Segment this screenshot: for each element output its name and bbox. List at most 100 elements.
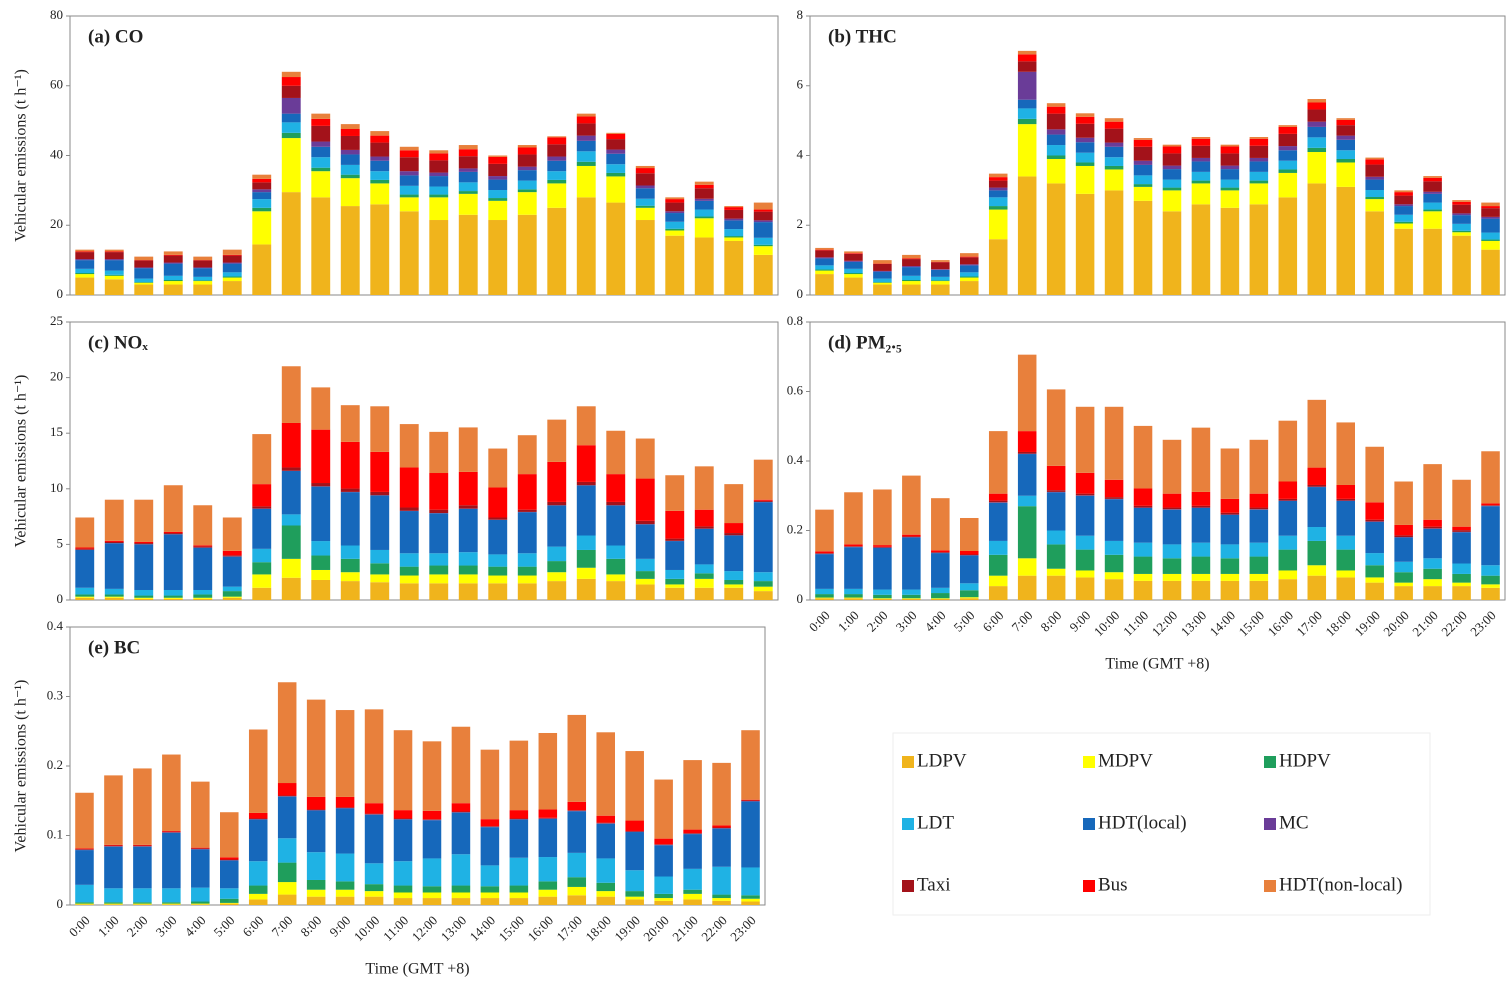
bar-segment xyxy=(694,216,714,219)
bar-segment xyxy=(1046,492,1066,531)
bar-segment xyxy=(1307,467,1327,485)
bar-segment xyxy=(844,273,863,275)
bar-segment xyxy=(1307,484,1327,487)
bar-segment xyxy=(193,280,213,282)
bar-segment xyxy=(741,867,760,896)
bar-segment xyxy=(399,553,419,567)
bar-segment xyxy=(815,553,834,554)
bar-segment xyxy=(665,510,685,539)
x-tick-label: 10:00 xyxy=(351,913,383,945)
bar-segment xyxy=(1481,218,1500,233)
bar-segment xyxy=(844,594,863,598)
bar-segment xyxy=(694,181,714,185)
bar-segment xyxy=(1249,180,1269,184)
bar-segment xyxy=(370,160,390,172)
panel-title: (c) NOₓ xyxy=(88,332,148,353)
bar-segment xyxy=(335,896,355,905)
bar-segment xyxy=(399,146,419,151)
bar-segment xyxy=(873,270,892,272)
bar-segment xyxy=(873,282,892,285)
y-tick-label: 0.8 xyxy=(787,313,803,328)
bar-segment xyxy=(75,904,94,905)
bar-segment xyxy=(220,859,239,861)
bar-segment xyxy=(1452,563,1471,574)
x-tick-label: 5:00 xyxy=(211,913,238,940)
bar-segment xyxy=(694,209,714,217)
bar-segment xyxy=(815,598,834,600)
bar-segment xyxy=(596,822,615,824)
bar-segment xyxy=(1075,549,1095,571)
bar-segment xyxy=(134,595,154,598)
y-tick-label: 20 xyxy=(50,369,63,384)
bar-segment xyxy=(1278,125,1298,127)
x-tick-label: 20:00 xyxy=(1380,608,1412,640)
bar-segment xyxy=(1046,129,1066,135)
bar-segment xyxy=(370,582,390,600)
bar-segment xyxy=(654,898,673,901)
bar-segment xyxy=(712,898,731,901)
bar-segment xyxy=(458,193,478,215)
bar-segment xyxy=(75,597,95,600)
bar-segment xyxy=(873,546,892,548)
bar-segment xyxy=(1481,216,1500,219)
bar-segment xyxy=(191,903,210,905)
bar-segment xyxy=(547,505,567,547)
bar-segment xyxy=(988,180,1008,188)
bar-segment xyxy=(1365,176,1384,180)
bar-segment xyxy=(458,156,478,169)
bar-segment xyxy=(576,485,596,536)
bar-segment xyxy=(596,896,615,905)
bar-segment xyxy=(370,131,390,136)
bar-segment xyxy=(480,865,500,887)
bar-segment xyxy=(222,281,242,295)
bar-segment xyxy=(370,204,390,295)
bar-segment xyxy=(1452,232,1471,236)
bar-segment xyxy=(1133,425,1153,489)
bar-segment xyxy=(1075,142,1095,153)
bar-segment xyxy=(364,709,384,804)
bar-segment xyxy=(193,284,213,295)
bar-segment xyxy=(960,517,979,552)
bar-segment xyxy=(635,584,655,600)
bar-segment xyxy=(902,259,921,267)
bar-segment xyxy=(694,218,714,238)
bar-segment xyxy=(451,892,471,899)
bar-segment xyxy=(370,549,390,564)
bar-segment xyxy=(635,173,655,186)
bar-segment xyxy=(960,598,979,600)
bar-segment xyxy=(311,125,331,142)
bar-segment xyxy=(220,860,239,889)
bar-segment xyxy=(340,149,360,155)
bar-segment xyxy=(1046,183,1066,295)
bar-segment xyxy=(1452,213,1471,216)
bar-segment xyxy=(1220,165,1240,170)
bar-segment xyxy=(1249,145,1269,158)
bar-segment xyxy=(1394,206,1413,215)
bar-segment xyxy=(75,848,94,850)
bar-segment xyxy=(1365,519,1384,522)
bar-segment xyxy=(220,812,239,858)
bar-segment xyxy=(1336,577,1355,600)
bar-segment xyxy=(753,244,773,247)
bar-segment xyxy=(753,209,773,212)
bar-segment xyxy=(193,281,213,285)
bar-segment xyxy=(488,198,508,201)
bar-segment xyxy=(517,474,537,510)
bar-segment xyxy=(277,796,297,839)
bar-segment xyxy=(1162,509,1182,545)
bar-segment xyxy=(1162,169,1182,180)
bar-segment xyxy=(724,237,744,241)
bar-segment xyxy=(75,547,95,549)
bar-segment xyxy=(163,255,183,263)
bar-segment xyxy=(281,71,301,78)
bar-segment xyxy=(902,266,921,268)
bar-segment xyxy=(311,113,331,119)
bar-segment xyxy=(306,852,326,880)
bar-segment xyxy=(1220,448,1240,499)
bar-segment xyxy=(1220,207,1240,295)
bar-segment xyxy=(134,284,154,295)
bar-segment xyxy=(753,459,773,500)
bar-segment xyxy=(133,904,152,905)
bar-segment xyxy=(488,155,508,157)
legend-label: LDT xyxy=(917,812,954,833)
